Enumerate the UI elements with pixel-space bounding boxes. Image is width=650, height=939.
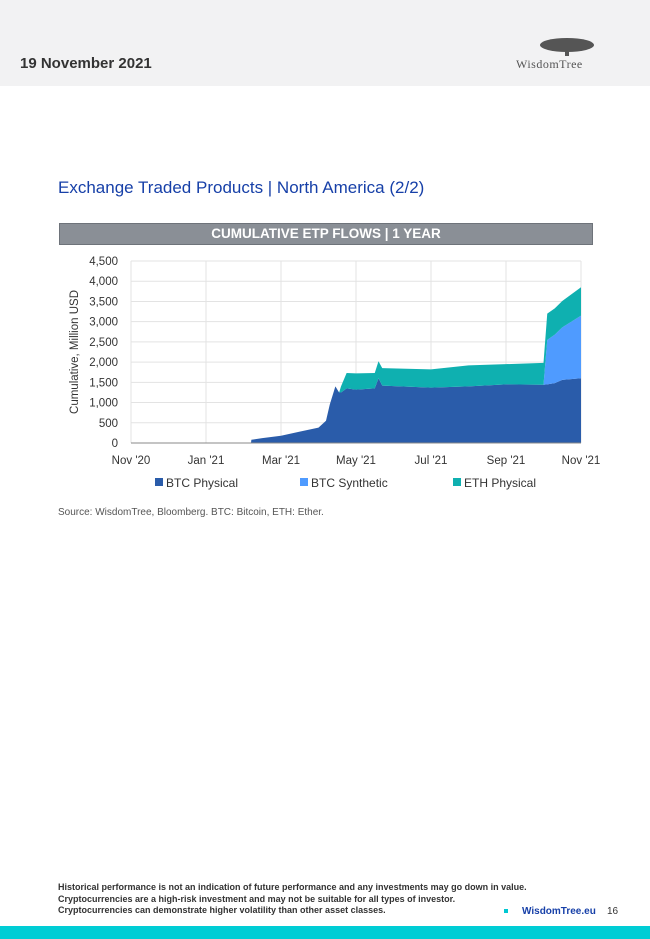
cumulative-etp-flows-chart: 0 500 1,000 1,500 2,000 2,500 3,000 3,500 4,000 4… [69, 256, 601, 490]
website-label[interactable]: WisdomTree.eu [522, 906, 596, 917]
legend-label: BTC Physical [166, 476, 238, 490]
legend-label: BTC Synthetic [311, 476, 388, 490]
x-tick-label: May '21 [336, 455, 376, 467]
y-tick-label: 4,000 [89, 276, 118, 288]
report-date: 19 November 2021 [20, 55, 152, 72]
area-btc-physical [131, 378, 581, 443]
x-tick-label: Jul '21 [415, 455, 448, 467]
page-number: 16 [607, 906, 619, 917]
legend-swatch [453, 478, 461, 486]
x-tick-label: Mar '21 [262, 455, 300, 467]
page-header: 19 November 2021 WisdomTree [0, 0, 650, 86]
legend-swatch [155, 478, 163, 486]
bottom-bar [0, 926, 650, 939]
wisdomtree-logo-text: WisdomTree [516, 57, 583, 71]
x-tick-label: Sep '21 [487, 455, 526, 467]
disclaimer-line: Historical performance is not an indicat… [58, 882, 527, 892]
y-axis-label: Cumulative, Million USD [69, 290, 81, 414]
area-eth-physical [131, 287, 581, 443]
x-tick-label: Nov '21 [562, 455, 601, 467]
page-title: Exchange Traded Products | North America… [58, 178, 425, 197]
legend-swatch [300, 478, 308, 486]
chart-title: CUMULATIVE ETP FLOWS | 1 YEAR [59, 223, 593, 245]
y-tick-label: 500 [99, 418, 118, 430]
disclaimer: Historical performance is not an indicat… [58, 882, 527, 917]
source-note: Source: WisdomTree, Bloomberg. BTC: Bitc… [58, 507, 324, 518]
y-tick-label: 1,500 [89, 377, 118, 389]
legend-label: ETH Physical [464, 476, 536, 490]
y-tick-label: 3,000 [89, 317, 118, 329]
website-link[interactable]: WisdomTree.eu [504, 906, 596, 917]
y-tick-label: 0 [112, 438, 118, 450]
y-tick-label: 3,500 [89, 296, 118, 308]
disclaimer-line: Cryptocurrencies can demonstrate higher … [58, 905, 386, 915]
x-tick-label: Nov '20 [112, 455, 151, 467]
y-tick-label: 2,000 [89, 357, 118, 369]
wisdomtree-tree-logo-icon [540, 38, 594, 56]
y-tick-label: 1,000 [89, 398, 118, 410]
y-tick-label: 4,500 [89, 256, 118, 268]
disclaimer-line: Cryptocurrencies are a high-risk investm… [58, 893, 456, 904]
x-tick-label: Jan '21 [188, 455, 225, 467]
y-tick-label: 2,500 [89, 337, 118, 349]
bullet-icon [504, 909, 508, 913]
